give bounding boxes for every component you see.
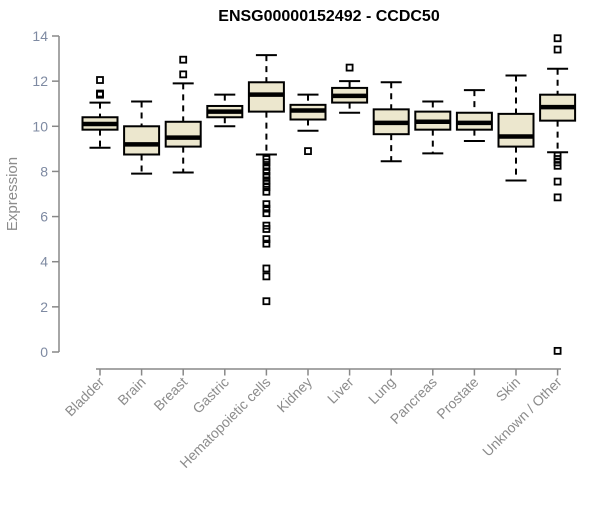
outlier-point-hematopoietic-cells — [262, 239, 271, 248]
y-tick-label: 14 — [32, 28, 48, 44]
x-category-label: Liver — [324, 374, 357, 407]
x-category-label: Lung — [365, 374, 398, 407]
outlier-point-hematopoietic-cells — [262, 235, 271, 244]
x-category-label: Breast — [150, 374, 190, 414]
outlier-point-breast — [179, 70, 188, 79]
y-tick-label: 2 — [40, 299, 48, 315]
outlier-point-unknown-other — [553, 346, 562, 355]
outlier-point-unknown-other — [553, 161, 562, 170]
outlier-point-hematopoietic-cells — [262, 200, 271, 209]
x-category-label: Unknown / Other — [479, 374, 565, 460]
box-hematopoietic-cells — [247, 81, 285, 113]
outlier-point-bladder — [96, 76, 104, 84]
y-tick-label: 4 — [40, 254, 48, 270]
outlier-point-hematopoietic-cells — [262, 264, 271, 273]
x-category-label: Brain — [114, 374, 148, 408]
y-tick-label: 12 — [32, 73, 48, 89]
y-tick-label: 6 — [40, 209, 48, 225]
box-skin — [497, 112, 535, 148]
outlier-point-unknown-other — [553, 177, 562, 186]
outlier-point-hematopoietic-cells — [262, 183, 271, 192]
outlier-point-bladder — [96, 89, 104, 98]
y-axis-title: Expression — [4, 157, 21, 231]
outlier-point-hematopoietic-cells — [262, 209, 271, 218]
outlier-point-hematopoietic-cells — [262, 172, 271, 180]
outlier-point-unknown-other — [553, 45, 562, 54]
outlier-point-liver — [345, 63, 354, 72]
outlier-point-hematopoietic-cells — [262, 158, 271, 167]
x-category-label: Skin — [493, 374, 524, 405]
x-category-label: Prostate — [433, 374, 481, 422]
outlier-point-hematopoietic-cells — [262, 225, 271, 233]
outlier-point-hematopoietic-cells — [262, 297, 271, 306]
outlier-point-breast — [179, 55, 188, 64]
y-tick-label: 8 — [40, 163, 48, 179]
outlier-point-kidney — [304, 147, 312, 156]
outlier-point-hematopoietic-cells — [262, 187, 271, 196]
y-tick-label: 10 — [32, 118, 48, 134]
outlier-point-unknown-other — [553, 34, 562, 43]
x-category-label: Kidney — [274, 374, 316, 416]
box-brain — [123, 125, 161, 156]
outlier-point-hematopoietic-cells — [262, 272, 271, 281]
outlier-point-hematopoietic-cells — [262, 167, 271, 176]
x-category-label: Bladder — [62, 374, 108, 420]
y-tick-label: 0 — [40, 344, 48, 360]
outlier-point-unknown-other — [553, 193, 562, 202]
chart-title: ENSG00000152492 - CCDC50 — [218, 8, 440, 25]
box-breast — [164, 120, 202, 148]
outlier-point-hematopoietic-cells — [262, 204, 271, 213]
outlier-point-hematopoietic-cells — [262, 163, 271, 171]
